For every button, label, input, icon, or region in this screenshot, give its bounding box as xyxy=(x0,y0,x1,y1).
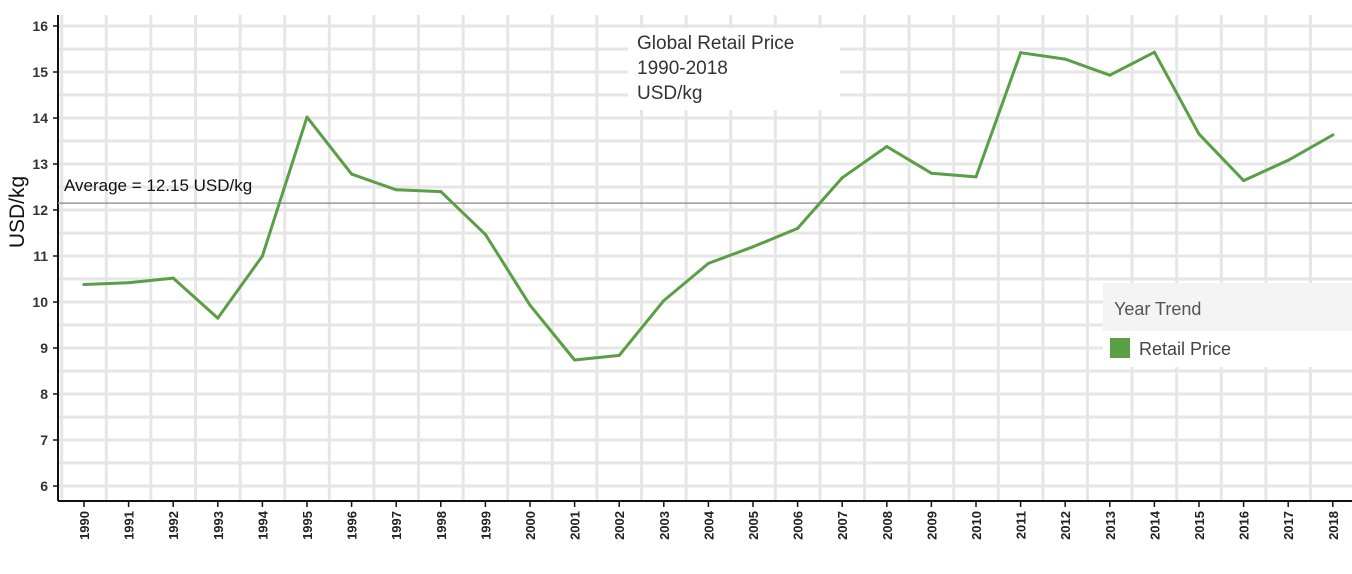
axes: 6 7 8 9 10 11 12 13 14 15 16 1990 1991 1992 1993 1994 19… xyxy=(6,15,1352,540)
data-point xyxy=(885,145,889,149)
data-point xyxy=(1019,51,1023,55)
legend-title: Year Trend xyxy=(1114,299,1201,319)
average-reference: Average = 12.15 USD/kg xyxy=(58,176,1352,204)
x-tick-label: 1993 xyxy=(211,511,226,540)
title-background xyxy=(628,28,840,110)
data-point xyxy=(1063,57,1067,61)
x-tick-label: 1998 xyxy=(434,511,449,540)
data-point xyxy=(305,115,309,119)
x-tick-label: 2013 xyxy=(1103,511,1118,540)
data-point xyxy=(840,176,844,180)
legend-swatch xyxy=(1110,338,1130,358)
y-tick-label: 11 xyxy=(33,248,48,264)
x-tick-label: 2012 xyxy=(1058,511,1073,540)
x-tick-label: 2003 xyxy=(657,511,672,540)
data-point xyxy=(1152,50,1156,54)
x-tick-label: 2001 xyxy=(568,511,583,540)
x-tick-label: 2011 xyxy=(1014,511,1029,539)
data-point xyxy=(796,226,800,230)
x-tick-label: 1997 xyxy=(389,511,404,540)
average-label: Average = 12.15 USD/kg xyxy=(64,176,252,195)
data-point xyxy=(751,245,755,249)
data-point xyxy=(1331,133,1335,137)
data-point xyxy=(171,276,175,280)
x-tick-label: 2009 xyxy=(924,511,939,540)
title-line: Global Retail Price xyxy=(637,33,794,54)
title-line: 1990-2018 xyxy=(637,58,728,79)
series-layer xyxy=(82,50,1335,362)
y-axis-title: USD/kg xyxy=(6,176,29,248)
x-tick-label: 1994 xyxy=(255,510,270,540)
data-point xyxy=(974,175,978,179)
data-point xyxy=(216,316,220,320)
x-tick-label: 1996 xyxy=(345,511,360,540)
y-tick-label: 7 xyxy=(40,432,48,448)
x-tick-label: 2004 xyxy=(701,510,716,540)
x-tick-label: 1992 xyxy=(166,511,181,540)
x-tick-label: 2015 xyxy=(1192,511,1207,540)
legend-header-bg xyxy=(1103,283,1352,331)
x-tick-label: 2008 xyxy=(880,511,895,540)
y-tick-label: 8 xyxy=(40,386,48,402)
x-tick-label: 2016 xyxy=(1237,511,1252,540)
x-tick-label: 2006 xyxy=(791,511,806,540)
y-tick-label: 15 xyxy=(32,64,48,80)
data-point xyxy=(483,232,487,236)
data-point xyxy=(82,283,86,287)
x-tick-label: 2007 xyxy=(835,511,850,540)
x-tick-label: 1999 xyxy=(478,511,493,540)
x-tick-label: 2000 xyxy=(523,511,538,540)
y-tick-label: 16 xyxy=(32,18,48,34)
y-tick-label: 10 xyxy=(32,294,48,310)
data-point xyxy=(929,171,933,175)
data-point xyxy=(1242,179,1246,183)
chart-title: Global Retail Price 1990-2018 USD/kg xyxy=(628,28,840,110)
x-tick-label: 2005 xyxy=(746,511,761,540)
legend-entry-label: Retail Price xyxy=(1139,339,1231,359)
y-tick-label: 13 xyxy=(32,156,48,172)
data-point xyxy=(528,303,532,307)
legend: Year Trend Retail Price xyxy=(1103,283,1352,367)
data-point xyxy=(127,281,131,285)
y-tick-label: 14 xyxy=(32,110,48,126)
x-tick-label: 1991 xyxy=(122,511,137,540)
data-point xyxy=(1197,132,1201,136)
x-tick-label: 1995 xyxy=(300,511,315,540)
data-point xyxy=(573,358,577,362)
data-point xyxy=(439,190,443,194)
data-point xyxy=(706,261,710,265)
x-tick-label: 2018 xyxy=(1326,511,1341,540)
data-point xyxy=(1108,73,1112,77)
y-tick-label: 9 xyxy=(40,340,48,356)
data-point xyxy=(394,188,398,192)
title-line: USD/kg xyxy=(637,83,702,104)
x-tick-label: 2017 xyxy=(1281,511,1296,540)
data-point xyxy=(260,254,264,258)
y-tick-label: 6 xyxy=(40,478,48,494)
data-point xyxy=(617,353,621,357)
x-tick-label: 2014 xyxy=(1147,510,1162,540)
y-tick-label: 12 xyxy=(32,202,48,218)
x-tick-label: 2002 xyxy=(612,511,627,540)
legend-body-bg xyxy=(1103,331,1352,367)
data-point xyxy=(662,299,666,303)
data-point xyxy=(1286,158,1290,162)
x-tick-label: 2010 xyxy=(969,511,984,540)
x-tick-label: 1990 xyxy=(77,511,92,540)
data-point xyxy=(350,172,354,176)
